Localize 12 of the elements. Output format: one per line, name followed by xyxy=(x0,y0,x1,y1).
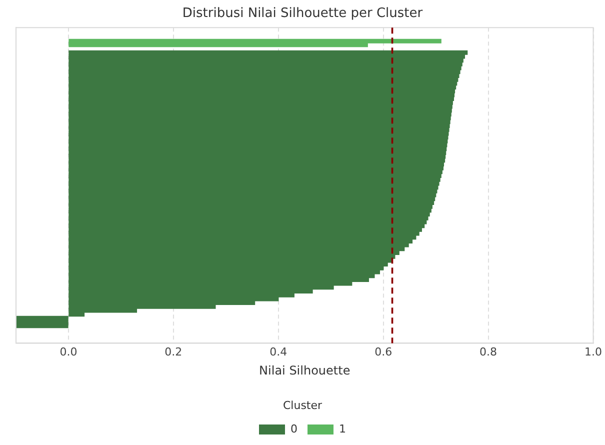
x-axis-title: Nilai Silhouette xyxy=(259,364,350,378)
chart-title: Distribusi Nilai Silhouette per Cluster xyxy=(182,6,424,22)
legend-label: 1 xyxy=(339,422,346,436)
x-tick-label: 0.0 xyxy=(60,346,78,359)
legend-title: Cluster xyxy=(282,399,322,412)
x-tick-label: 0.4 xyxy=(270,346,288,359)
x-tick-label: 1.0 xyxy=(584,346,602,359)
x-tick-label: 0.2 xyxy=(164,346,182,359)
bar xyxy=(16,324,68,328)
x-tick-label: 0.8 xyxy=(480,346,498,359)
legend-label: 0 xyxy=(290,422,298,436)
x-tick-label: 0.6 xyxy=(374,346,392,359)
